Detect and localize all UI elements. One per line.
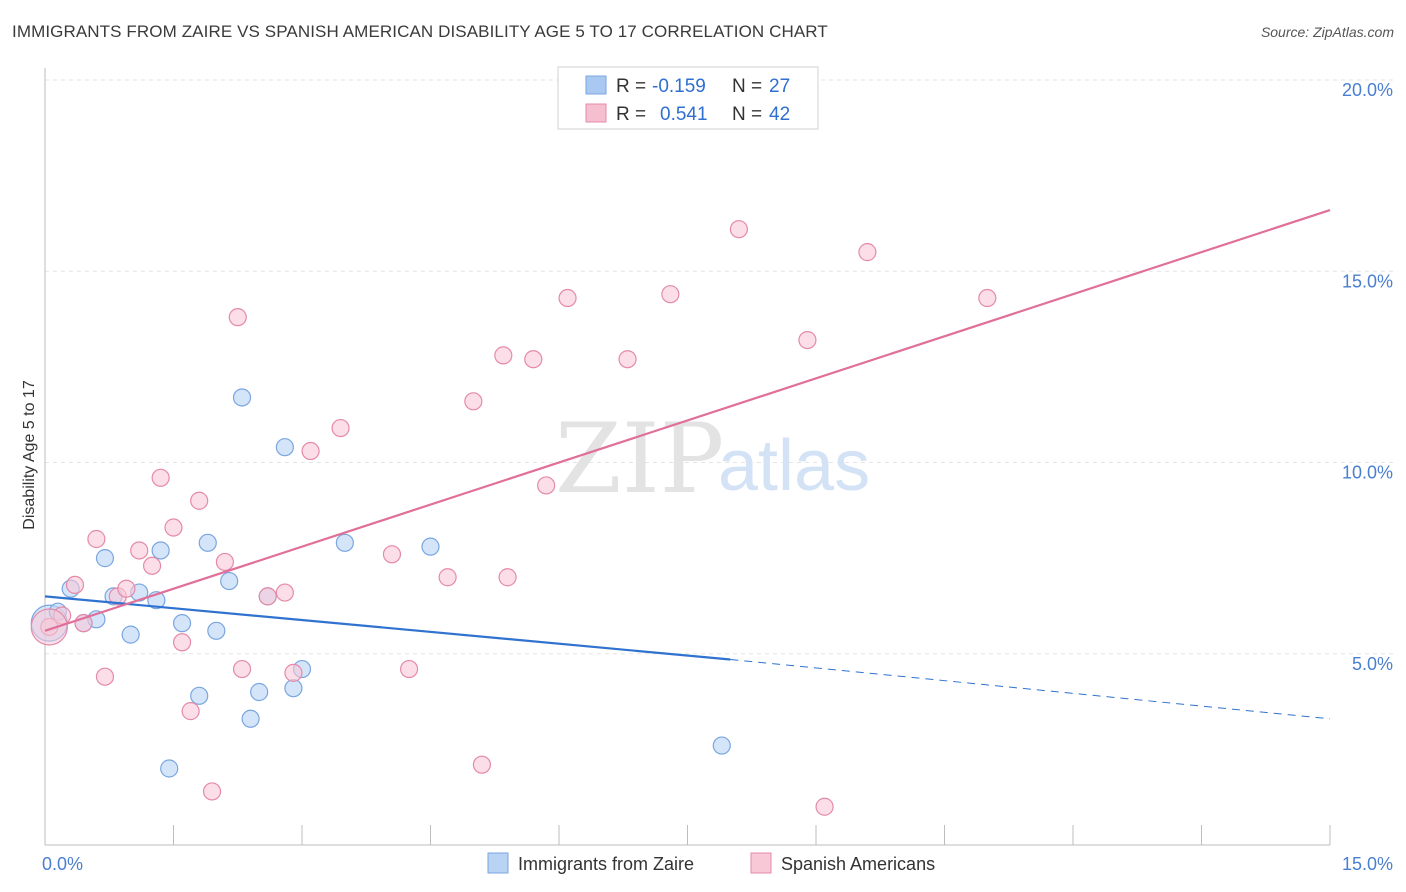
point-spanish — [301, 441, 320, 461]
point-spanish — [30, 608, 68, 646]
y-axis-label: Disability Age 5 to 17 — [21, 380, 38, 530]
chart-source: Source: ZipAtlas.com — [1260, 24, 1394, 40]
x-tick-labels: 0.0% 15.0% — [42, 854, 1393, 874]
watermark-atlas: atlas — [718, 426, 870, 506]
point-spanish — [215, 552, 234, 572]
point-zaire — [190, 686, 209, 705]
point-spanish — [331, 418, 350, 438]
point-spanish — [558, 288, 577, 308]
grid-lines — [45, 79, 1395, 655]
point-spanish — [190, 491, 209, 510]
watermark-zip: ZIP — [555, 403, 724, 515]
legend-r-label-zaire: R = — [616, 76, 646, 97]
point-zaire — [160, 759, 179, 778]
y-tick-label: 20.0% — [1342, 80, 1393, 100]
point-spanish — [498, 568, 517, 587]
trend-line-spanish — [44, 209, 1331, 632]
legend-n-value-zaire: 27 — [769, 76, 790, 97]
point-spanish — [164, 518, 183, 537]
legend-swatch-spanish — [585, 103, 607, 123]
point-spanish — [494, 346, 513, 365]
point-zaire — [250, 682, 269, 702]
point-zaire — [284, 679, 303, 698]
point-zaire — [172, 614, 192, 633]
x-tick-label: 0.0% — [42, 854, 83, 874]
trend-line-zaire — [44, 595, 731, 661]
point-spanish — [661, 285, 680, 304]
y-tick-label: 10.0% — [1342, 463, 1393, 483]
point-spanish — [151, 468, 170, 487]
point-spanish — [172, 633, 192, 652]
point-zaire — [151, 541, 170, 560]
x-tick-label: 15.0% — [1342, 854, 1393, 874]
point-zaire — [275, 438, 294, 457]
point-spanish — [95, 667, 115, 686]
legend-n-label-spanish: N = — [732, 104, 762, 125]
point-spanish — [142, 556, 162, 575]
watermark: ZIP atlas — [555, 403, 870, 515]
point-spanish — [232, 659, 252, 679]
series-legend: Immigrants from Zaire Spanish Americans — [487, 852, 935, 874]
series-label-spanish: Spanish Americans — [781, 854, 935, 874]
point-spanish — [399, 659, 419, 679]
point-zaire — [232, 388, 252, 407]
trend-lines — [44, 209, 1331, 720]
point-spanish — [258, 587, 277, 606]
point-zaire — [220, 571, 239, 591]
point-spanish — [729, 220, 749, 239]
point-spanish — [382, 545, 402, 564]
point-zaire — [121, 625, 140, 644]
legend-n-value-spanish: 42 — [769, 104, 790, 125]
point-spanish — [978, 288, 997, 308]
point-spanish — [464, 392, 483, 411]
point-spanish — [65, 575, 85, 595]
point-spanish — [537, 476, 556, 495]
point-spanish — [275, 583, 294, 602]
legend-swatch-zaire — [585, 75, 607, 95]
series-swatch-spanish — [750, 852, 772, 874]
point-spanish — [472, 755, 491, 774]
legend-n-label-zaire: N = — [732, 76, 762, 97]
axes — [44, 68, 1331, 846]
point-zaire — [207, 621, 226, 640]
point-spanish — [858, 243, 877, 262]
point-spanish — [117, 579, 136, 598]
point-spanish — [815, 797, 834, 816]
point-spanish — [618, 350, 637, 369]
point-zaire — [241, 709, 260, 728]
point-spanish — [284, 663, 303, 682]
point-spanish — [438, 568, 457, 587]
point-spanish — [87, 529, 106, 549]
legend-r-value-spanish: 0.541 — [660, 104, 708, 125]
legend-r-label-spanish: R = — [616, 104, 646, 125]
trend-line-zaire-extension — [730, 658, 1331, 720]
point-spanish — [228, 308, 247, 327]
legend-r-value-zaire: -0.159 — [652, 76, 706, 97]
point-zaire — [95, 549, 115, 568]
point-zaire — [421, 537, 440, 556]
correlation-legend: R = -0.159 N = 27 R = 0.541 N = 42 — [557, 66, 819, 130]
point-zaire — [335, 533, 354, 552]
point-zaire — [198, 533, 217, 552]
series-label-zaire: Immigrants from Zaire — [518, 854, 694, 874]
data-points — [30, 220, 997, 816]
chart-title: IMMIGRANTS FROM ZAIRE VS SPANISH AMERICA… — [12, 22, 828, 41]
point-zaire — [712, 736, 731, 755]
point-spanish — [181, 702, 200, 721]
series-swatch-zaire — [487, 852, 509, 874]
point-spanish — [130, 541, 149, 560]
y-tick-label: 5.0% — [1352, 654, 1393, 674]
y-tick-label: 15.0% — [1342, 271, 1393, 291]
point-spanish — [202, 782, 222, 801]
point-spanish — [798, 331, 817, 350]
y-tick-labels: 5.0% 10.0% 15.0% 20.0% — [1342, 80, 1393, 674]
point-spanish — [524, 350, 543, 369]
